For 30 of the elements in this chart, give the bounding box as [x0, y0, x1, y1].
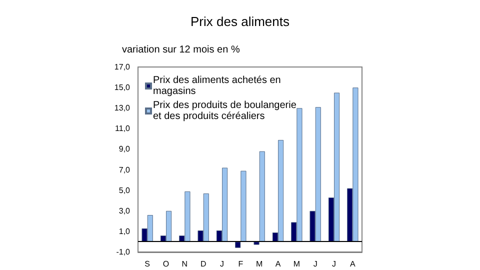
- legend-label: Prix des produits de boulangerie et des produits céréaliers: [153, 100, 297, 122]
- legend-label: Prix des aliments achetés en magasins: [153, 75, 281, 97]
- x-tick-label: A: [350, 260, 356, 268]
- bar: [235, 242, 241, 248]
- y-axis-title: variation sur 12 mois en %: [122, 44, 240, 56]
- x-tick-label: S: [144, 260, 150, 268]
- y-tick-label: 3,0: [118, 206, 131, 216]
- bar: [259, 151, 265, 242]
- x-tick-label: A: [275, 260, 282, 268]
- x-tick-label: O: [162, 260, 170, 268]
- y-tick-label: 1,0: [118, 226, 131, 236]
- bar: [254, 242, 260, 245]
- x-tick-label: M: [293, 260, 300, 268]
- bar: [240, 170, 246, 242]
- chart-title: Prix des aliments: [190, 14, 290, 29]
- x-tick-label: M: [256, 260, 263, 268]
- x-tick-label: J: [220, 260, 224, 268]
- y-tick-label: -1,0: [116, 248, 131, 256]
- x-tick-label: J: [313, 260, 318, 268]
- x-tick-label: J: [332, 260, 336, 268]
- x-tick-label: N: [182, 260, 188, 268]
- y-tick-label: 17,0: [114, 62, 131, 72]
- x-tick-label: D: [200, 260, 206, 268]
- y-tick-label: 15,0: [114, 83, 131, 92]
- y-tick-label: 7,0: [118, 165, 131, 174]
- y-tick-label: 9,0: [118, 144, 131, 154]
- y-tick-label: 13,0: [114, 104, 131, 113]
- x-tick-label: F: [238, 260, 244, 268]
- y-tick-label: 11,0: [115, 124, 131, 134]
- y-tick-label: 5,0: [118, 186, 131, 195]
